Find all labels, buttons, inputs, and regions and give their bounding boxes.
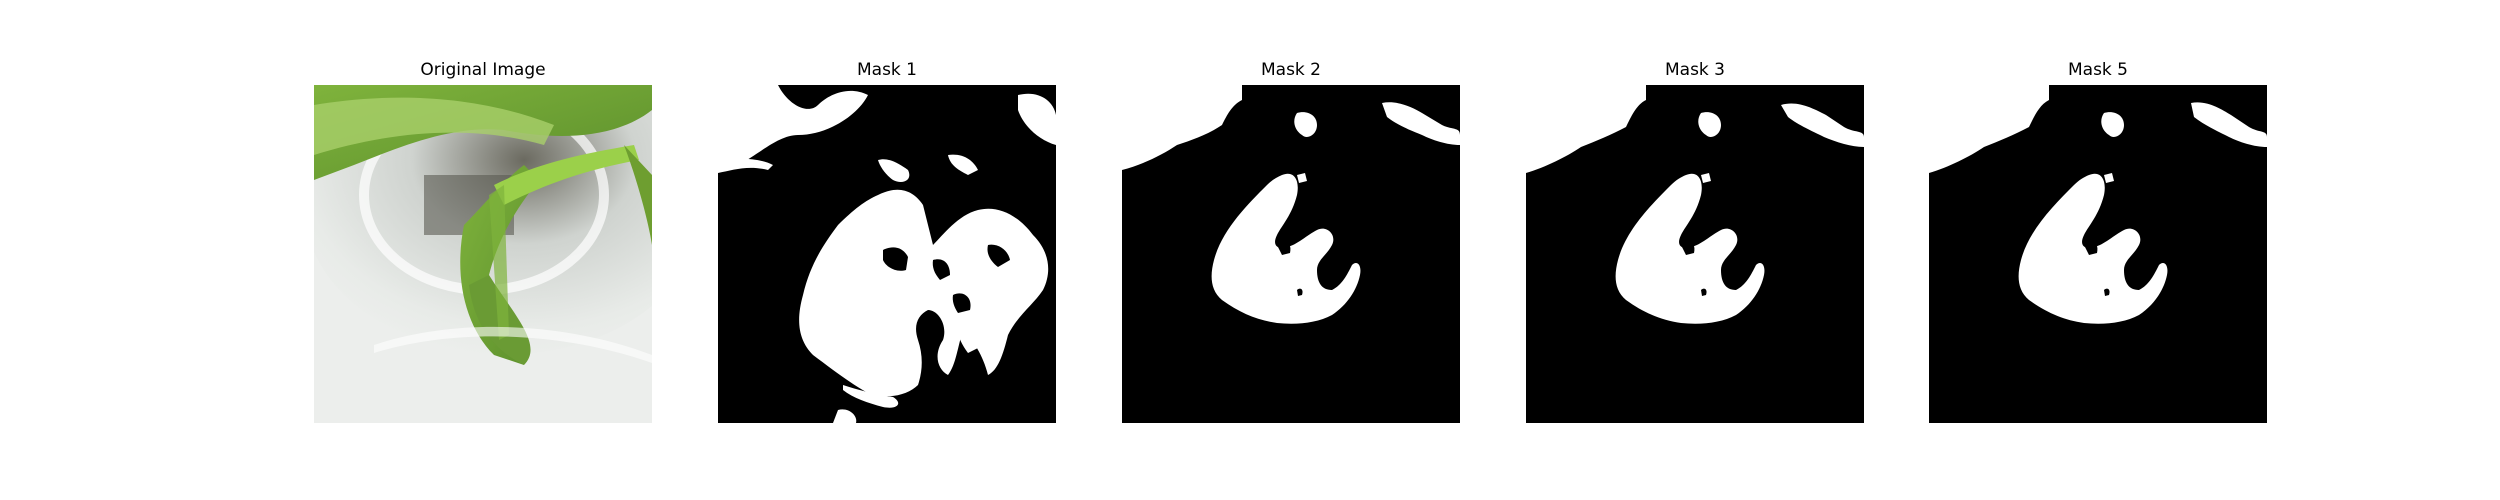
panel-title: Mask 3 <box>1664 60 1725 80</box>
mask-5-drawing <box>1929 85 2267 423</box>
mask-2-image <box>1122 85 1460 423</box>
mask-3-drawing <box>1526 85 1864 423</box>
panel-title: Mask 2 <box>1260 60 1321 80</box>
panel-title: Original Image <box>420 60 546 80</box>
mask-1-image <box>718 85 1056 423</box>
original-image-drawing <box>314 85 652 423</box>
mask-2-drawing <box>1122 85 1460 423</box>
panel-title: Mask 5 <box>2067 60 2128 80</box>
mask-5-image <box>1929 85 2267 423</box>
mask-1-drawing <box>718 85 1056 423</box>
original-image <box>314 85 652 423</box>
mask-3-image <box>1526 85 1864 423</box>
panel-title: Mask 1 <box>856 60 917 80</box>
